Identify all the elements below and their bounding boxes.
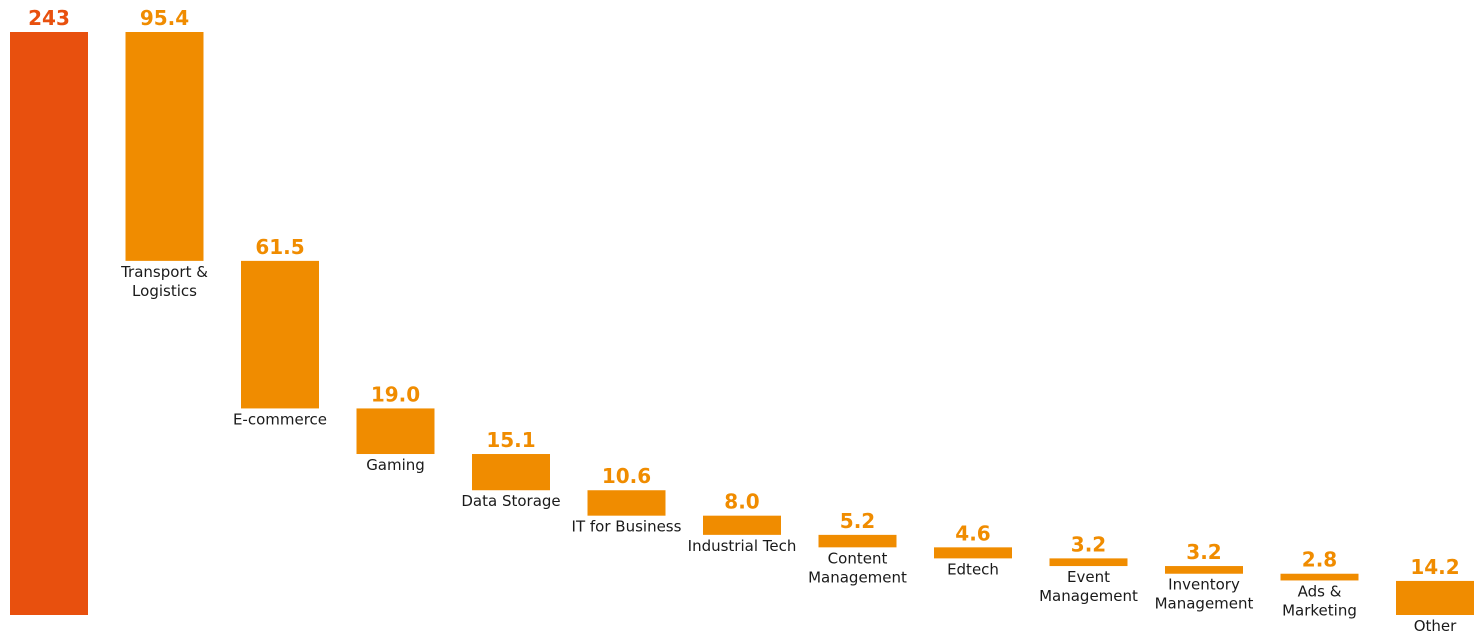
total-bar bbox=[10, 32, 88, 615]
total-value-label: 243 bbox=[28, 6, 70, 30]
segment-bar bbox=[703, 515, 781, 535]
segment-bar bbox=[472, 454, 550, 491]
category-label: Inventory bbox=[1168, 576, 1240, 594]
category-label: Management bbox=[1039, 587, 1138, 605]
segment-value-label: 4.6 bbox=[955, 521, 990, 545]
category-label: Gaming bbox=[366, 456, 425, 474]
segment-bar bbox=[125, 32, 204, 261]
category-label: Edtech bbox=[947, 560, 999, 578]
segment-value-label: 8.0 bbox=[724, 490, 759, 514]
segment-value-label: 2.8 bbox=[1302, 548, 1337, 572]
segment-bar bbox=[587, 490, 666, 516]
segment-bar bbox=[934, 547, 1012, 559]
segment-bar bbox=[1165, 566, 1243, 574]
category-label: Content bbox=[828, 549, 888, 567]
category-label: Event bbox=[1067, 568, 1110, 586]
segment-bar bbox=[1396, 580, 1474, 615]
segment-value-label: 15.1 bbox=[486, 428, 535, 452]
segment-value-label: 3.2 bbox=[1186, 540, 1221, 564]
category-label: Data Storage bbox=[461, 492, 560, 510]
segment-value-label: 95.4 bbox=[140, 6, 189, 30]
category-label: Transport & bbox=[120, 263, 208, 281]
category-label: Ads & bbox=[1298, 582, 1342, 600]
category-label: E-commerce bbox=[233, 410, 327, 428]
segment-value-label: 14.2 bbox=[1410, 555, 1459, 579]
segment-bar bbox=[818, 534, 897, 548]
segment-bar bbox=[1280, 573, 1359, 581]
category-label: Management bbox=[1155, 595, 1254, 613]
category-label: Logistics bbox=[132, 282, 197, 300]
segment-value-label: 3.2 bbox=[1071, 532, 1106, 556]
category-label: Marketing bbox=[1282, 601, 1357, 619]
category-label: IT for Business bbox=[572, 518, 682, 536]
category-label: Other bbox=[1414, 617, 1457, 632]
category-label: Industrial Tech bbox=[688, 537, 797, 555]
category-label: Management bbox=[808, 568, 907, 586]
segment-bar bbox=[1049, 558, 1128, 567]
segment-value-label: 61.5 bbox=[255, 235, 304, 259]
segment-bar bbox=[241, 260, 319, 409]
segment-value-label: 19.0 bbox=[371, 382, 420, 406]
segment-bar bbox=[356, 408, 435, 455]
segment-value-label: 5.2 bbox=[840, 509, 875, 533]
segment-value-label: 10.6 bbox=[602, 464, 651, 488]
